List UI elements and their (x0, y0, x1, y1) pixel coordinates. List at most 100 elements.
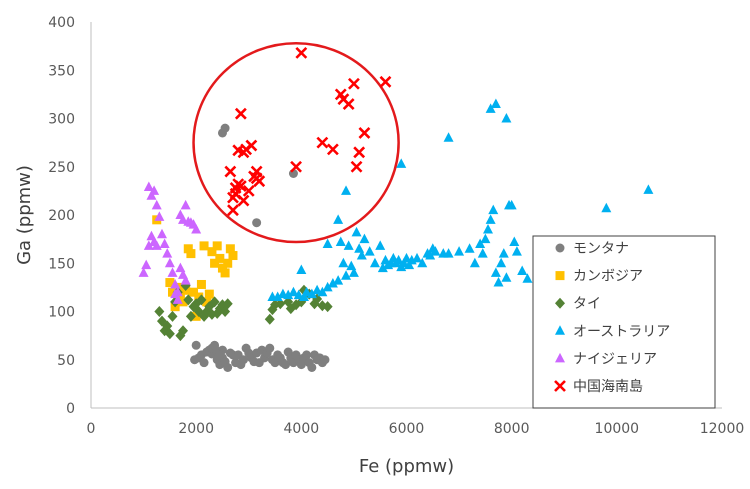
data-point (146, 190, 157, 200)
data-point (601, 202, 612, 213)
data-point (488, 204, 499, 215)
data-point (341, 185, 352, 195)
data-point (490, 267, 501, 277)
data-point (242, 184, 255, 197)
data-point (506, 199, 517, 210)
highlight-ellipse (192, 41, 400, 244)
data-point (151, 199, 162, 210)
data-point (338, 257, 349, 268)
data-point (183, 244, 193, 254)
y-tick-label: 300 (48, 112, 75, 128)
data-point (469, 257, 480, 268)
y-tick-label: 150 (48, 256, 75, 272)
data-point (377, 262, 388, 273)
data-point (207, 247, 217, 257)
series-layer (138, 46, 654, 372)
legend-label: オーストラリア (573, 324, 670, 340)
y-tick-label: 100 (48, 305, 75, 321)
data-point (167, 310, 178, 322)
data-point (347, 77, 360, 90)
data-point (272, 291, 283, 302)
data-point (220, 268, 230, 278)
data-point (199, 358, 209, 368)
data-point (493, 277, 504, 287)
axes: 0 2000 4000 6000 8000 10000 12000 0 50 100 150 200 2… (48, 15, 744, 437)
data-point (168, 287, 178, 297)
data-point (475, 238, 486, 248)
data-point (265, 343, 275, 353)
data-point (511, 246, 522, 256)
data-point (156, 228, 167, 239)
series-6 (224, 46, 392, 217)
data-point (191, 223, 202, 234)
data-point (498, 248, 509, 258)
data-point (295, 46, 308, 59)
data-point (175, 292, 185, 302)
data-point (485, 103, 496, 113)
x-axis-title: Fe (ppmw) (359, 456, 454, 477)
data-point (209, 296, 220, 308)
data-point (194, 292, 204, 302)
data-point (223, 362, 233, 372)
data-point (348, 267, 359, 277)
data-point (170, 278, 181, 289)
data-point (302, 350, 312, 360)
data-point (350, 160, 363, 173)
data-point (425, 250, 436, 260)
series-3 (154, 279, 333, 342)
data-point (191, 340, 201, 350)
data-point (293, 289, 304, 300)
x-tick-label: 12000 (700, 421, 745, 437)
legend-marker (555, 325, 565, 335)
data-point (223, 258, 233, 268)
data-point (501, 272, 512, 282)
data-point (191, 311, 201, 321)
data-point (159, 238, 170, 248)
legend-label: 中国海南島 (573, 379, 643, 395)
x-tick-label: 4000 (284, 421, 320, 437)
y-tick-label: 50 (57, 353, 75, 369)
data-point (490, 98, 501, 109)
legend-marker (554, 380, 566, 392)
data-point (335, 236, 346, 247)
data-point (238, 355, 248, 365)
data-point (220, 123, 230, 133)
data-point (215, 350, 225, 360)
data-point (517, 265, 528, 275)
data-point (222, 298, 233, 310)
data-point (186, 249, 196, 259)
data-point (290, 160, 302, 173)
data-point (301, 286, 312, 297)
data-point (253, 175, 266, 188)
data-point (264, 313, 275, 325)
data-point (196, 294, 207, 306)
data-point (245, 139, 258, 152)
data-point (396, 158, 407, 168)
data-point (375, 240, 386, 250)
data-point (312, 284, 323, 295)
data-point (501, 113, 512, 123)
data-point (180, 275, 191, 285)
y-tick-label: 350 (48, 63, 75, 79)
legend-marker (555, 352, 565, 363)
data-point (164, 257, 175, 268)
data-point (162, 248, 173, 258)
data-point (210, 258, 220, 268)
legend-label: カンボジア (573, 269, 643, 285)
x-tick-label: 2000 (178, 421, 214, 437)
data-point (172, 294, 183, 304)
data-point (443, 248, 454, 258)
annotation-layer (192, 41, 400, 244)
data-point (275, 298, 286, 310)
data-point (464, 243, 475, 253)
data-point (224, 165, 237, 178)
data-point (212, 241, 222, 251)
data-point (379, 75, 392, 88)
data-point (296, 264, 307, 275)
data-point (364, 246, 375, 256)
data-point (496, 257, 507, 268)
data-point (225, 244, 235, 254)
data-point (210, 340, 220, 350)
data-point (483, 223, 494, 234)
data-point (359, 233, 370, 244)
